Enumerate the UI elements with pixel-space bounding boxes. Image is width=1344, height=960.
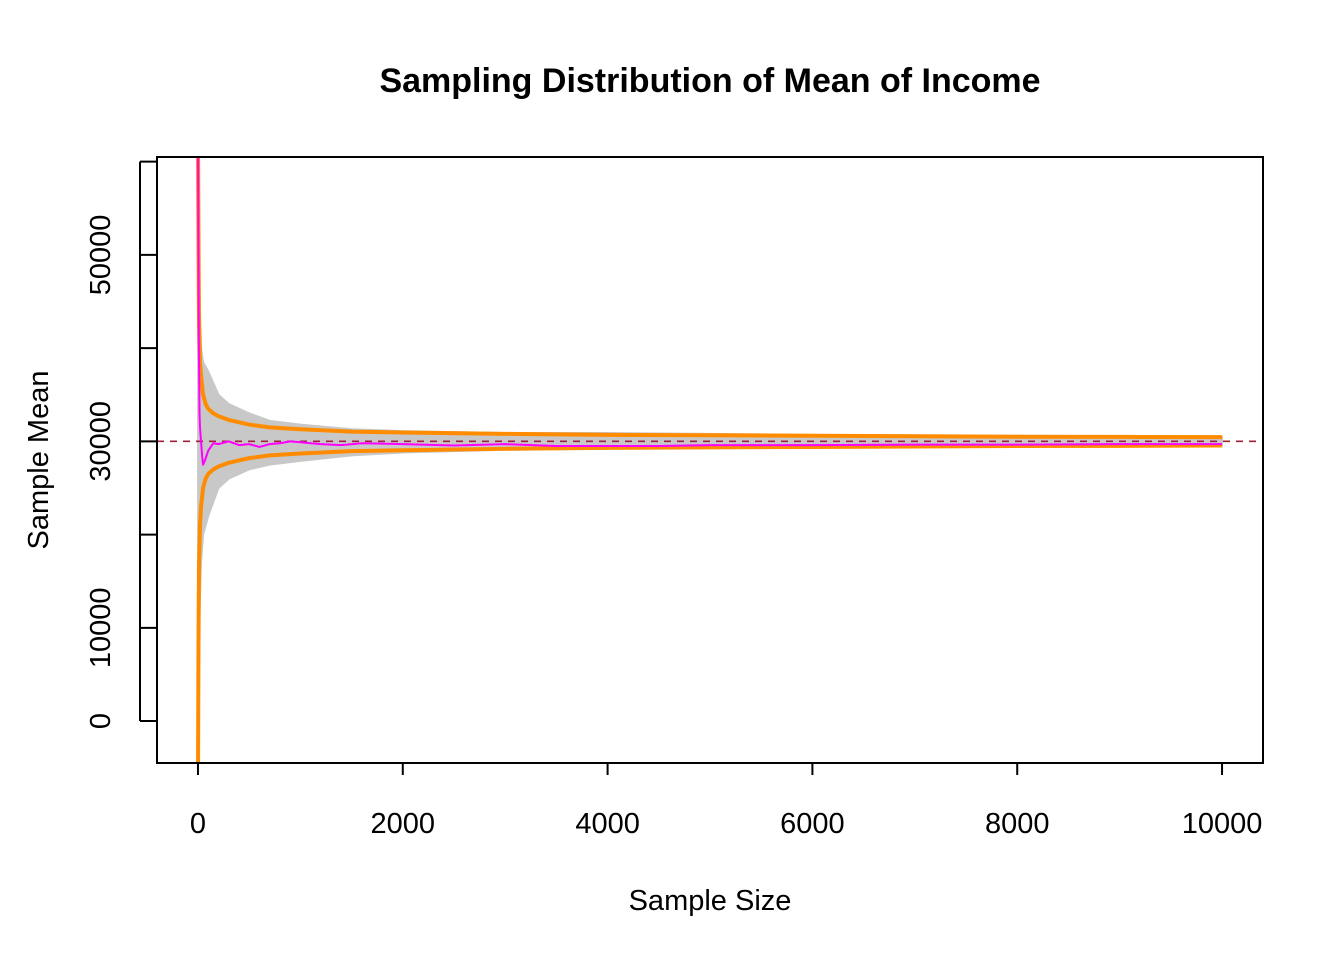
x-axis: 0 2000 4000 6000 8000 10000 [190, 762, 1263, 840]
y-tick-label: 0 [85, 713, 117, 729]
series-line-running-sample-mean [197, 157, 1223, 466]
y-tick-label: 30000 [85, 401, 117, 482]
x-tick-label: 10000 [1182, 808, 1263, 840]
x-tick-label: 0 [190, 808, 206, 840]
x-tick-label: 4000 [575, 808, 640, 840]
chart-title: Sampling Distribution of Mean of Income [379, 62, 1040, 100]
series-line-upper-bound [196, 157, 1223, 440]
plot-area [157, 157, 1263, 763]
series-line-lower-bound [196, 443, 1223, 763]
y-tick-label: 50000 [85, 215, 117, 296]
x-tick-label: 8000 [985, 808, 1050, 840]
plot-frame [156, 156, 1264, 764]
y-axis-label: Sample Mean [23, 371, 55, 550]
x-tick-label: 6000 [780, 808, 845, 840]
x-axis-label: Sample Size [629, 885, 792, 917]
x-tick-label: 2000 [371, 808, 436, 840]
y-axis: 0 10000 30000 50000 [85, 160, 157, 729]
y-tick-label: 10000 [85, 587, 117, 668]
